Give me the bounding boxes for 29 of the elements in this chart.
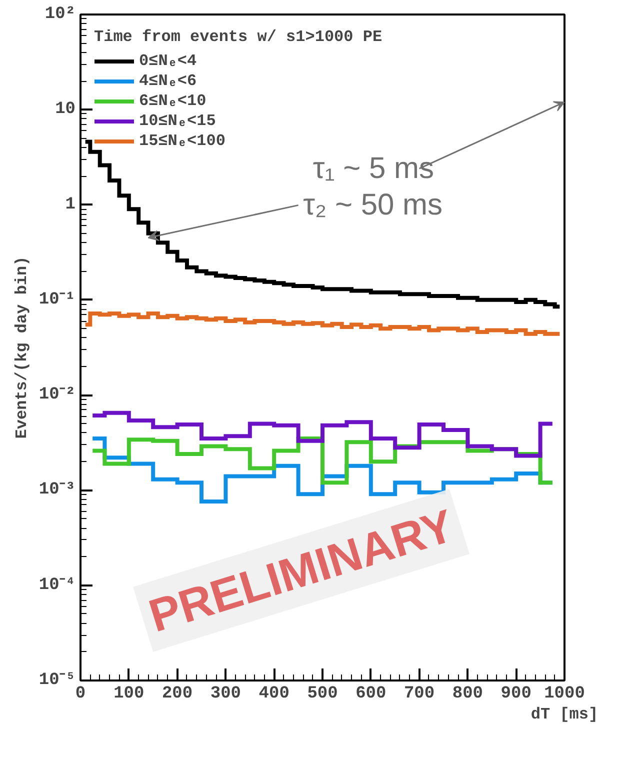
y-tick-label: 10 <box>55 100 76 120</box>
legend-label: 0≤Nₑ<4 <box>139 52 197 70</box>
y-tick-label: 10⁻² <box>38 386 76 405</box>
annotation: τ₁ ~ 5 ms <box>312 152 434 186</box>
x-tick-label: 200 <box>162 684 193 704</box>
y-tick-label: 10⁻⁴ <box>38 576 76 595</box>
x-tick-label: 400 <box>258 684 290 704</box>
y-tick-label: 10² <box>44 5 76 24</box>
x-tick-label: 700 <box>404 684 435 704</box>
legend-label: 15≤Nₑ<100 <box>139 132 226 150</box>
legend-label: 4≤Nₑ<6 <box>139 72 197 90</box>
x-axis-title: dT [ms] <box>530 706 598 724</box>
x-tick-label: 300 <box>210 684 242 704</box>
x-tick-label: 0 <box>75 684 86 704</box>
legend-label: 10≤Nₑ<15 <box>139 112 216 130</box>
y-axis-title: Events/(kg day bin) <box>12 256 31 439</box>
x-tick-label: 1000 <box>544 684 585 704</box>
x-tick-label: 900 <box>500 684 532 704</box>
y-tick-label: 10⁻⁵ <box>38 671 76 690</box>
y-tick-label: 1 <box>65 195 76 214</box>
x-tick-label: 500 <box>307 684 338 704</box>
y-tick-label: 10⁻³ <box>38 480 76 500</box>
legend-title: Time from events w/ s1>1000 PE <box>94 28 382 46</box>
x-tick-label: 600 <box>356 684 386 704</box>
x-tick-label: 100 <box>114 684 144 704</box>
x-tick-label: 800 <box>452 684 484 704</box>
annotation: τ₂ ~ 50 ms <box>303 188 443 222</box>
y-tick-label: 10⁻¹ <box>38 290 76 310</box>
legend-label: 6≤Nₑ<10 <box>139 92 206 110</box>
